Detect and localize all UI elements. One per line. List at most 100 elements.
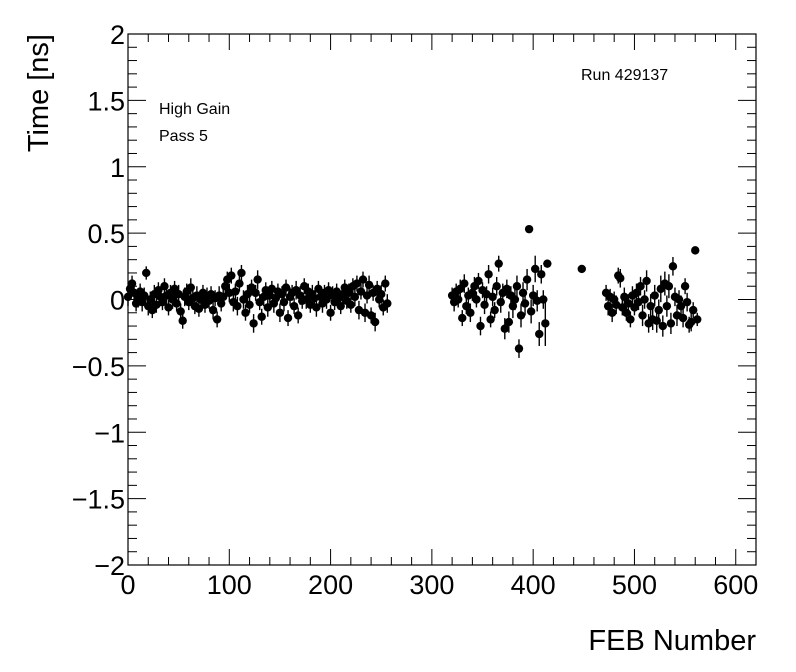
- data-point: [186, 283, 195, 292]
- y-tick-label: 2: [110, 20, 125, 50]
- x-tick-label: 500: [612, 570, 657, 600]
- x-axis-title: FEB Number: [588, 625, 756, 657]
- data-point: [344, 288, 354, 298]
- x-tick-label: 400: [511, 570, 556, 600]
- data-point: [516, 311, 526, 320]
- data-point: [383, 299, 392, 308]
- data-point: [524, 224, 534, 234]
- data-point: [251, 288, 260, 298]
- data-point: [620, 292, 629, 302]
- data-point: [358, 275, 368, 284]
- data-point: [283, 313, 293, 323]
- data-point: [352, 279, 362, 288]
- data-point: [275, 308, 285, 317]
- data-point: [460, 279, 469, 288]
- data-point: [526, 307, 536, 316]
- data-point: [638, 311, 647, 320]
- y-tick-label: −0.5: [72, 352, 125, 382]
- y-tick-label: 1: [110, 153, 125, 183]
- data-point: [490, 305, 499, 315]
- data-point: [680, 282, 690, 291]
- data-point: [458, 313, 467, 323]
- data-point: [666, 319, 676, 328]
- data-point: [279, 297, 289, 307]
- annotation-text: Run 429137: [581, 67, 668, 84]
- y-tick-label: −2: [94, 551, 125, 581]
- data-point: [140, 291, 149, 300]
- data-point: [522, 275, 532, 284]
- y-tick-label: 1.5: [87, 86, 125, 116]
- data-point: [654, 305, 663, 315]
- data-point: [682, 297, 692, 307]
- data-point: [472, 295, 481, 304]
- y-axis-title: Time [ns]: [23, 34, 55, 152]
- data-point: [164, 303, 173, 312]
- x-tick-label: 100: [207, 570, 252, 600]
- data-point: [208, 305, 218, 315]
- data-point: [689, 305, 698, 315]
- data-point: [492, 282, 501, 291]
- data-point: [504, 317, 514, 327]
- data-point: [212, 315, 222, 324]
- data-point: [172, 299, 181, 308]
- data-point: [158, 297, 167, 307]
- data-point: [281, 283, 291, 292]
- data-point: [233, 301, 242, 311]
- data-point: [293, 311, 303, 320]
- data-point: [237, 268, 246, 278]
- data-point: [257, 312, 266, 321]
- data-point: [253, 275, 262, 284]
- data-point: [142, 268, 151, 278]
- data-point: [381, 279, 390, 288]
- data-point: [160, 282, 169, 291]
- y-tick-label: 0.5: [87, 219, 125, 249]
- y-tick-label: −1: [94, 418, 125, 448]
- data-point: [326, 308, 335, 317]
- data-point: [263, 303, 272, 312]
- data-point: [227, 271, 236, 280]
- data-point: [366, 311, 376, 320]
- data-point: [178, 316, 187, 325]
- data-point: [691, 246, 700, 255]
- data-point: [668, 262, 678, 271]
- x-tick-label: 300: [409, 570, 454, 600]
- data-point: [350, 292, 360, 302]
- data-point: [245, 300, 254, 310]
- data-point: [356, 287, 366, 296]
- x-tick-label: 200: [308, 570, 353, 600]
- data-point: [539, 295, 548, 304]
- data-point: [662, 301, 672, 311]
- data-point: [624, 299, 633, 308]
- data-point: [678, 313, 688, 323]
- data-point: [658, 321, 668, 331]
- data-point: [496, 297, 505, 307]
- data-point: [377, 289, 386, 299]
- data-point: [640, 295, 649, 304]
- data-point: [176, 307, 185, 316]
- data-point: [693, 315, 702, 324]
- data-point: [289, 301, 299, 311]
- annotation-text: High Gain: [159, 101, 230, 118]
- data-point: [537, 270, 546, 279]
- data-point: [462, 301, 471, 311]
- data-point: [510, 295, 520, 304]
- data-point: [346, 300, 356, 310]
- data-point: [476, 321, 485, 331]
- annotation-text: Pass 5: [159, 128, 208, 145]
- data-point: [502, 284, 512, 294]
- data-point: [650, 291, 659, 300]
- data-point: [312, 303, 321, 312]
- y-tick-label: 0: [110, 286, 125, 316]
- data-point: [249, 319, 258, 328]
- data-point: [642, 276, 651, 286]
- x-tick-label: 600: [713, 570, 758, 600]
- data-point: [607, 308, 617, 317]
- data-point: [370, 317, 380, 327]
- data-point: [577, 264, 586, 274]
- data-point: [494, 259, 503, 268]
- data-point: [636, 282, 645, 291]
- data-point: [530, 264, 540, 274]
- data-point: [541, 319, 550, 328]
- data-point: [520, 299, 530, 308]
